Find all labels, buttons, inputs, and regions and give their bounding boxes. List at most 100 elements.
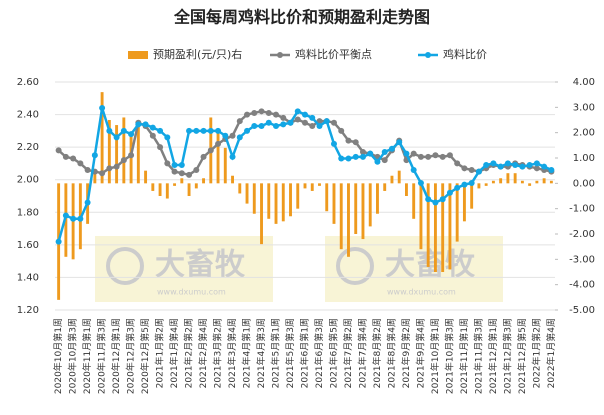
line-marker	[258, 122, 265, 129]
line-marker	[548, 166, 555, 173]
line-marker	[273, 122, 280, 129]
y2-tick-label: -4.00	[569, 280, 595, 291]
line-marker	[55, 147, 62, 154]
bar	[245, 183, 249, 204]
legend-swatch-marker	[425, 52, 431, 58]
bar	[202, 178, 205, 184]
line-marker	[99, 170, 106, 177]
bar	[223, 147, 227, 184]
bar	[484, 183, 488, 186]
bar	[216, 132, 220, 184]
line-marker	[229, 153, 236, 160]
bar	[281, 183, 285, 222]
watermark-url: www.dxumu.com	[387, 288, 456, 297]
x-tick-label: 2021年7月第2周	[342, 318, 354, 388]
line-marker	[77, 215, 84, 222]
line-marker	[149, 124, 156, 131]
line-marker	[468, 166, 475, 173]
bar	[462, 183, 466, 222]
line-marker	[280, 121, 287, 128]
line-marker	[439, 196, 446, 203]
line-marker	[236, 118, 243, 125]
legend-label: 预期盈利(元/只)右	[153, 47, 242, 61]
y-tick-label: 2.00	[17, 175, 39, 186]
line-marker	[70, 155, 77, 162]
bar	[549, 180, 553, 184]
x-tick-label: 2020年12月第5周	[139, 318, 151, 394]
bar	[136, 122, 140, 184]
line-marker	[77, 160, 84, 167]
bar	[405, 183, 408, 196]
bar	[310, 183, 314, 191]
line-marker	[309, 122, 316, 129]
line-marker	[200, 127, 207, 134]
bar	[368, 183, 372, 227]
line-marker	[294, 108, 301, 115]
bar	[433, 183, 437, 272]
y2-tick-label: -5.00	[569, 305, 595, 316]
line-marker	[84, 199, 91, 206]
bar	[390, 175, 394, 184]
bar	[412, 183, 416, 219]
bar	[238, 183, 242, 194]
bar	[397, 170, 401, 184]
line-marker	[178, 162, 185, 169]
x-tick-label: 2021年9月第2周	[400, 318, 412, 388]
line-marker	[135, 121, 142, 128]
x-tick-label: 2020年11月第3周	[96, 318, 108, 394]
x-tick-label: 2021年11月第3周	[472, 318, 484, 394]
y2-tick-label: 0.00	[573, 178, 595, 189]
bar	[107, 120, 111, 184]
bar	[325, 183, 329, 212]
y-tick-label: 2.20	[17, 142, 39, 153]
line-marker	[106, 127, 113, 134]
bar	[231, 175, 234, 184]
line-marker	[461, 181, 468, 188]
y-tick-label: 1.80	[17, 207, 39, 218]
y-tick-label: 1.60	[17, 240, 39, 251]
bar	[318, 183, 321, 186]
line-marker	[186, 127, 193, 134]
legend-label: 鸡料比价平衡点	[295, 47, 372, 61]
x-tick-label: 2021年6月第5周	[327, 318, 339, 388]
line-marker	[410, 150, 417, 157]
x-tick-label: 2020年10月第3周	[67, 318, 79, 394]
y2-tick-label: 4.00	[573, 77, 595, 88]
line-marker	[330, 119, 337, 126]
x-tick-label: 2021年7月第4周	[356, 318, 368, 388]
bar	[100, 92, 104, 184]
line-marker	[222, 132, 229, 139]
watermark-text: 大畜牧	[385, 248, 476, 283]
line-marker	[309, 114, 316, 121]
line-marker	[396, 139, 403, 146]
legend-swatch	[128, 51, 148, 59]
bar	[383, 183, 387, 191]
bar	[252, 183, 256, 214]
line-marker	[171, 168, 178, 175]
line-marker	[229, 132, 236, 139]
bar	[129, 135, 133, 184]
bar	[303, 183, 307, 189]
line-marker	[316, 122, 323, 129]
bar	[151, 183, 155, 191]
line-marker	[251, 122, 258, 129]
line-marker	[338, 155, 345, 162]
line-marker	[454, 184, 461, 191]
bar	[354, 183, 358, 234]
watermark-url: www.dxumu.com	[157, 288, 226, 297]
line-marker	[157, 127, 164, 134]
line-marker	[178, 170, 185, 177]
bar	[520, 180, 524, 184]
y2-tick-label: -2.00	[569, 229, 595, 240]
line-marker	[215, 140, 222, 147]
line-marker	[149, 132, 156, 139]
line-marker	[84, 166, 91, 173]
y-tick-label: 2.40	[17, 110, 39, 121]
line-marker	[215, 127, 222, 134]
x-tick-label: 2021年12月第3周	[501, 318, 513, 394]
bar	[506, 173, 510, 184]
line-marker	[526, 162, 533, 169]
x-tick-label: 2021年3月第2周	[212, 318, 224, 388]
line-marker	[186, 171, 193, 178]
